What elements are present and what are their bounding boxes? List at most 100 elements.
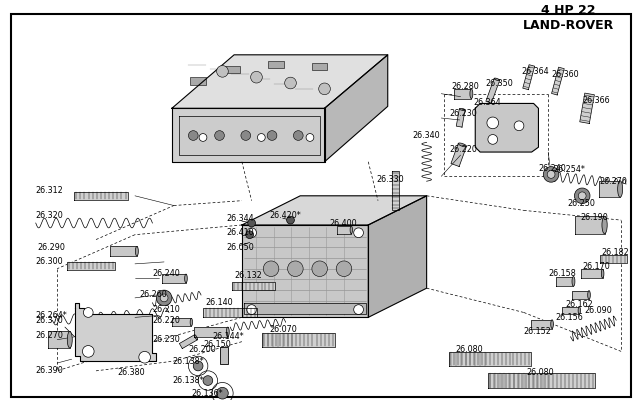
Text: 26.230: 26.230: [152, 335, 180, 344]
Text: 26.220: 26.220: [449, 145, 477, 154]
Polygon shape: [172, 108, 325, 162]
Text: 26.200: 26.200: [188, 345, 216, 354]
Polygon shape: [552, 67, 565, 95]
Ellipse shape: [551, 320, 554, 328]
Circle shape: [188, 131, 198, 140]
Text: 26.138*: 26.138*: [172, 357, 203, 366]
Text: 26.364: 26.364: [521, 67, 548, 76]
Text: 26.300: 26.300: [36, 258, 64, 266]
Text: 26.370: 26.370: [36, 316, 64, 325]
Polygon shape: [337, 226, 351, 234]
Circle shape: [251, 71, 262, 83]
Text: 26.152: 26.152: [524, 328, 552, 336]
Bar: [190, 77, 206, 85]
Circle shape: [354, 305, 363, 314]
Circle shape: [514, 121, 524, 131]
Text: 26.144*: 26.144*: [213, 332, 244, 341]
Text: 26.132: 26.132: [234, 271, 262, 280]
Circle shape: [217, 387, 228, 399]
Polygon shape: [110, 246, 137, 256]
Text: 26.280: 26.280: [451, 82, 478, 92]
Circle shape: [267, 131, 277, 140]
Text: 26.312: 26.312: [36, 186, 64, 196]
Polygon shape: [161, 274, 186, 283]
Ellipse shape: [136, 246, 138, 256]
Polygon shape: [488, 373, 595, 388]
Polygon shape: [599, 181, 620, 197]
Text: 26.240: 26.240: [538, 164, 566, 173]
Text: 26.350: 26.350: [485, 80, 512, 88]
Ellipse shape: [458, 143, 467, 147]
Circle shape: [574, 188, 590, 204]
Polygon shape: [486, 78, 500, 103]
Circle shape: [287, 261, 303, 276]
Text: 26.380: 26.380: [118, 368, 145, 377]
Text: 26.250: 26.250: [568, 199, 595, 208]
Ellipse shape: [68, 332, 72, 348]
Text: 26.136*: 26.136*: [192, 389, 223, 398]
Circle shape: [543, 167, 559, 182]
Circle shape: [306, 134, 314, 141]
Text: 26.070: 26.070: [269, 326, 297, 334]
Bar: [268, 61, 284, 68]
Text: 26.400: 26.400: [329, 218, 357, 228]
Ellipse shape: [350, 226, 352, 234]
Polygon shape: [562, 307, 579, 314]
Ellipse shape: [226, 327, 230, 337]
Polygon shape: [67, 262, 116, 270]
Text: 26.158: 26.158: [548, 269, 576, 278]
Text: 26.254*: 26.254*: [553, 165, 585, 174]
Circle shape: [488, 134, 498, 144]
Circle shape: [547, 170, 555, 178]
Polygon shape: [172, 318, 192, 326]
Circle shape: [156, 290, 172, 306]
Ellipse shape: [618, 181, 622, 197]
Polygon shape: [172, 55, 388, 108]
Bar: [224, 66, 240, 73]
Ellipse shape: [459, 108, 465, 110]
Circle shape: [285, 77, 296, 89]
Text: 26.050: 26.050: [226, 243, 254, 252]
Circle shape: [246, 231, 253, 238]
Circle shape: [199, 134, 207, 141]
Text: 26.260: 26.260: [140, 290, 168, 300]
Text: 26.190: 26.190: [580, 213, 608, 222]
Polygon shape: [74, 192, 128, 200]
Polygon shape: [244, 303, 367, 314]
Circle shape: [194, 361, 203, 371]
Text: 26.290: 26.290: [38, 243, 66, 252]
Text: 26.138*: 26.138*: [172, 376, 203, 385]
Polygon shape: [242, 196, 427, 225]
Polygon shape: [523, 65, 535, 90]
Polygon shape: [179, 335, 197, 348]
Circle shape: [312, 261, 327, 276]
Text: 26.230: 26.230: [449, 109, 476, 118]
Ellipse shape: [578, 307, 581, 314]
Polygon shape: [75, 303, 156, 361]
Text: 26.420*: 26.420*: [269, 211, 301, 220]
Ellipse shape: [602, 216, 607, 234]
Text: 26.210: 26.210: [152, 305, 180, 314]
Circle shape: [293, 131, 303, 140]
Text: 26.360: 26.360: [551, 70, 579, 79]
Polygon shape: [194, 327, 228, 337]
Polygon shape: [449, 352, 531, 366]
Polygon shape: [572, 291, 589, 299]
Polygon shape: [392, 172, 399, 210]
Text: 26.150: 26.150: [203, 340, 231, 349]
Text: 26.162: 26.162: [566, 300, 593, 309]
Text: 26.410: 26.410: [226, 228, 254, 237]
Text: 26.364: 26.364: [473, 98, 501, 107]
Text: 26.182: 26.182: [602, 248, 629, 257]
Polygon shape: [179, 116, 320, 155]
Polygon shape: [231, 282, 275, 290]
Text: 26.240: 26.240: [152, 269, 180, 278]
Circle shape: [241, 131, 251, 140]
Circle shape: [257, 134, 265, 141]
Polygon shape: [242, 225, 368, 317]
Circle shape: [487, 117, 498, 129]
Polygon shape: [451, 144, 466, 166]
Ellipse shape: [494, 78, 500, 81]
Ellipse shape: [572, 276, 575, 286]
Ellipse shape: [601, 269, 604, 278]
